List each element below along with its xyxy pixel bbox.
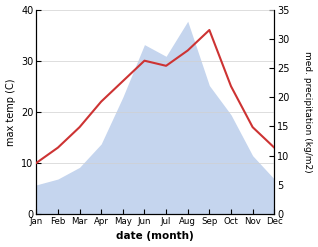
Y-axis label: max temp (C): max temp (C) [5,78,16,145]
X-axis label: date (month): date (month) [116,231,194,242]
Y-axis label: med. precipitation (kg/m2): med. precipitation (kg/m2) [303,51,313,173]
